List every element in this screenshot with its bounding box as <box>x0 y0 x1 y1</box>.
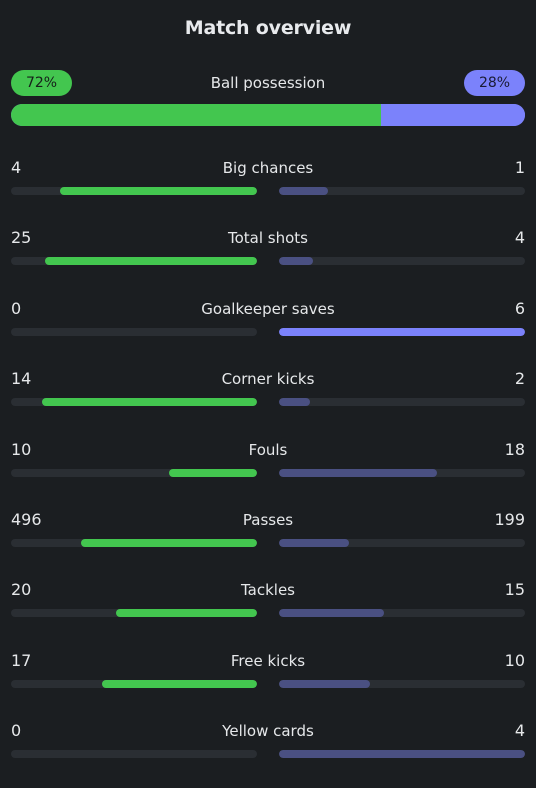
away-bar-track <box>279 187 525 195</box>
away-value: 199 <box>494 509 525 529</box>
stat-label: Corner kicks <box>221 370 315 389</box>
away-bar-fill <box>279 398 310 407</box>
away-bar-track <box>279 679 525 688</box>
home-value: 10 <box>11 439 32 459</box>
away-bar-fill <box>279 609 385 618</box>
stat-row-yellow-cards: 0 Yellow cards 4 <box>11 717 525 787</box>
away-bar-fill <box>279 750 525 759</box>
home-bar-fill <box>116 609 257 618</box>
home-bar-fill <box>102 679 257 688</box>
home-bar-fill <box>169 468 257 477</box>
home-bar-fill <box>81 538 257 547</box>
away-bar-fill <box>279 679 371 688</box>
stat-row-passes: 496 Passes 199 <box>11 506 525 576</box>
stat-label: Yellow cards <box>222 722 314 741</box>
away-bar-track <box>279 750 525 759</box>
home-bar-fill <box>60 187 257 195</box>
away-possession-badge: 28% <box>464 70 525 96</box>
away-value: 18 <box>504 439 525 459</box>
home-value: 0 <box>11 298 22 318</box>
home-value: 25 <box>11 228 32 248</box>
home-bar-fill <box>44 257 257 266</box>
away-bar-fill <box>279 538 350 547</box>
home-value: 14 <box>11 369 32 389</box>
stat-row-tackles: 20 Tackles 15 <box>11 576 525 646</box>
home-possession-badge: 72% <box>11 70 72 96</box>
stat-row-total-shots: 25 Total shots 4 <box>11 224 525 294</box>
possession-bar-home <box>11 104 382 126</box>
away-bar-track <box>279 327 525 336</box>
stats-list: 4 Big chances 1 25 Total shots 4 0 Goalk… <box>11 154 525 788</box>
stat-row-free-kicks: 17 Free kicks 10 <box>11 647 525 717</box>
away-value: 6 <box>514 298 525 318</box>
stat-row-goalkeeper-saves: 0 Goalkeeper saves 6 <box>11 295 525 365</box>
away-bar-track <box>279 538 525 547</box>
away-value: 10 <box>504 650 525 670</box>
home-bar-track <box>11 187 257 195</box>
possession-header: 72% Ball possession 28% <box>11 70 525 96</box>
home-value: 496 <box>11 509 42 529</box>
home-bar-track <box>11 679 257 688</box>
possession-label: Ball possession <box>210 74 326 92</box>
stat-row-fouls: 10 Fouls 18 <box>11 436 525 506</box>
home-bar-track <box>11 257 257 266</box>
home-value: 20 <box>11 580 32 600</box>
home-bar-track <box>11 468 257 477</box>
home-value: 4 <box>11 158 22 177</box>
stat-label: Total shots <box>228 229 308 248</box>
away-bar-track <box>279 609 525 618</box>
stat-row-big-chances: 4 Big chances 1 <box>11 154 525 224</box>
stat-label: Tackles <box>240 581 296 600</box>
page-title: Match overview <box>184 17 352 39</box>
home-bar-track <box>11 609 257 618</box>
away-bar-track <box>279 257 525 266</box>
home-value: 0 <box>11 721 22 741</box>
away-bar-fill <box>279 468 438 477</box>
away-value: 2 <box>514 369 525 389</box>
away-bar-fill <box>279 187 329 195</box>
away-bar-track <box>279 468 525 477</box>
away-value: 4 <box>514 721 525 741</box>
home-bar-fill <box>41 398 257 407</box>
home-bar-track <box>11 750 257 759</box>
home-bar-track <box>11 538 257 547</box>
home-bar-track <box>11 327 257 336</box>
stat-label: Goalkeeper saves <box>201 299 335 318</box>
home-value: 17 <box>11 650 32 670</box>
away-bar-track <box>279 398 525 407</box>
stat-label: Big chances <box>222 159 314 177</box>
home-bar-track <box>11 398 257 407</box>
possession-bar <box>11 104 525 126</box>
stat-label: Fouls <box>248 440 288 459</box>
away-bar-fill <box>279 257 313 266</box>
possession-bar-away <box>381 104 525 126</box>
away-value: 1 <box>514 158 525 177</box>
away-value: 15 <box>504 580 525 600</box>
away-value: 4 <box>514 228 525 248</box>
away-bar-fill <box>279 327 525 336</box>
stat-label: Passes <box>242 510 294 529</box>
stat-label: Free kicks <box>230 651 306 670</box>
stat-row-corner-kicks: 14 Corner kicks 2 <box>11 365 525 435</box>
